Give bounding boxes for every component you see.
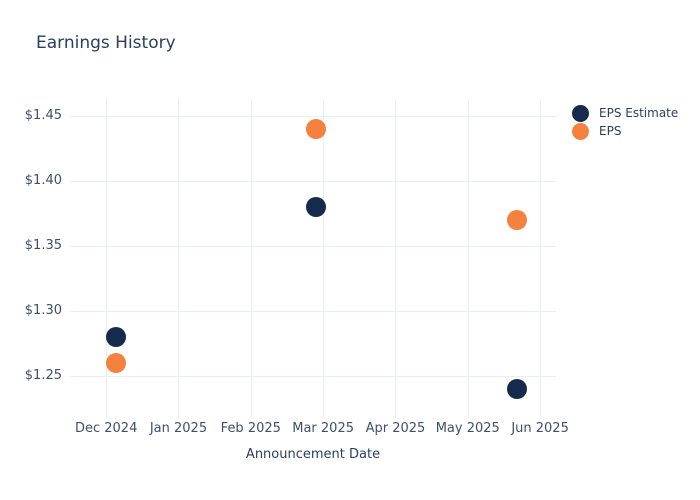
x-tick-label: Feb 2025 <box>220 421 281 436</box>
vertical-gridline <box>178 100 180 418</box>
vertical-gridline <box>323 100 325 418</box>
data-point-eps[interactable] <box>106 353 127 374</box>
data-point-eps[interactable] <box>305 118 326 139</box>
y-axis: $1.45 $1.40 $1.35 $1.30 $1.25 <box>6 100 62 418</box>
x-tick-label: Dec 2024 <box>74 421 138 436</box>
data-point-eps-estimate[interactable] <box>305 196 326 217</box>
legend-item-eps[interactable]: EPS <box>572 122 678 140</box>
y-tick-label: $1.45 <box>24 107 62 123</box>
vertical-gridline <box>395 100 397 418</box>
y-tick-label: $1.30 <box>24 303 62 319</box>
x-tick-label: Apr 2025 <box>365 421 426 436</box>
legend: EPS Estimate EPS <box>572 104 678 140</box>
vertical-gridline <box>467 100 469 418</box>
chart-title: Earnings History <box>36 33 176 53</box>
vertical-gridline <box>540 100 542 418</box>
plot-area <box>70 100 556 418</box>
legend-item-eps-estimate[interactable]: EPS Estimate <box>572 104 678 122</box>
horizontal-gridline <box>70 376 556 378</box>
y-tick-label: $1.35 <box>24 237 62 253</box>
x-axis-title: Announcement Date <box>245 447 381 462</box>
data-point-eps-estimate[interactable] <box>106 327 127 348</box>
x-tick-label: Mar 2025 <box>292 421 354 436</box>
legend-marker-icon <box>572 122 589 140</box>
legend-label: EPS <box>599 124 622 138</box>
x-tick-label: Jan 2025 <box>149 421 208 436</box>
legend-label: EPS Estimate <box>599 106 679 120</box>
horizontal-gridline <box>70 311 556 313</box>
horizontal-gridline <box>70 180 556 182</box>
vertical-gridline <box>250 100 252 418</box>
y-tick-label: $1.40 <box>24 172 62 188</box>
x-axis: Dec 2024 Jan 2025 Feb 2025 Mar 2025 Apr 2025… <box>70 418 569 440</box>
x-tick-label: May 2025 <box>435 421 500 436</box>
y-tick-label: $1.25 <box>24 368 62 384</box>
x-tick-label: Jun 2025 <box>511 421 569 436</box>
legend-marker-icon <box>572 104 589 122</box>
horizontal-gridline <box>70 115 556 117</box>
vertical-gridline <box>106 100 108 418</box>
horizontal-gridline <box>70 245 556 247</box>
data-point-eps[interactable] <box>506 209 527 230</box>
data-point-eps-estimate[interactable] <box>506 379 527 400</box>
